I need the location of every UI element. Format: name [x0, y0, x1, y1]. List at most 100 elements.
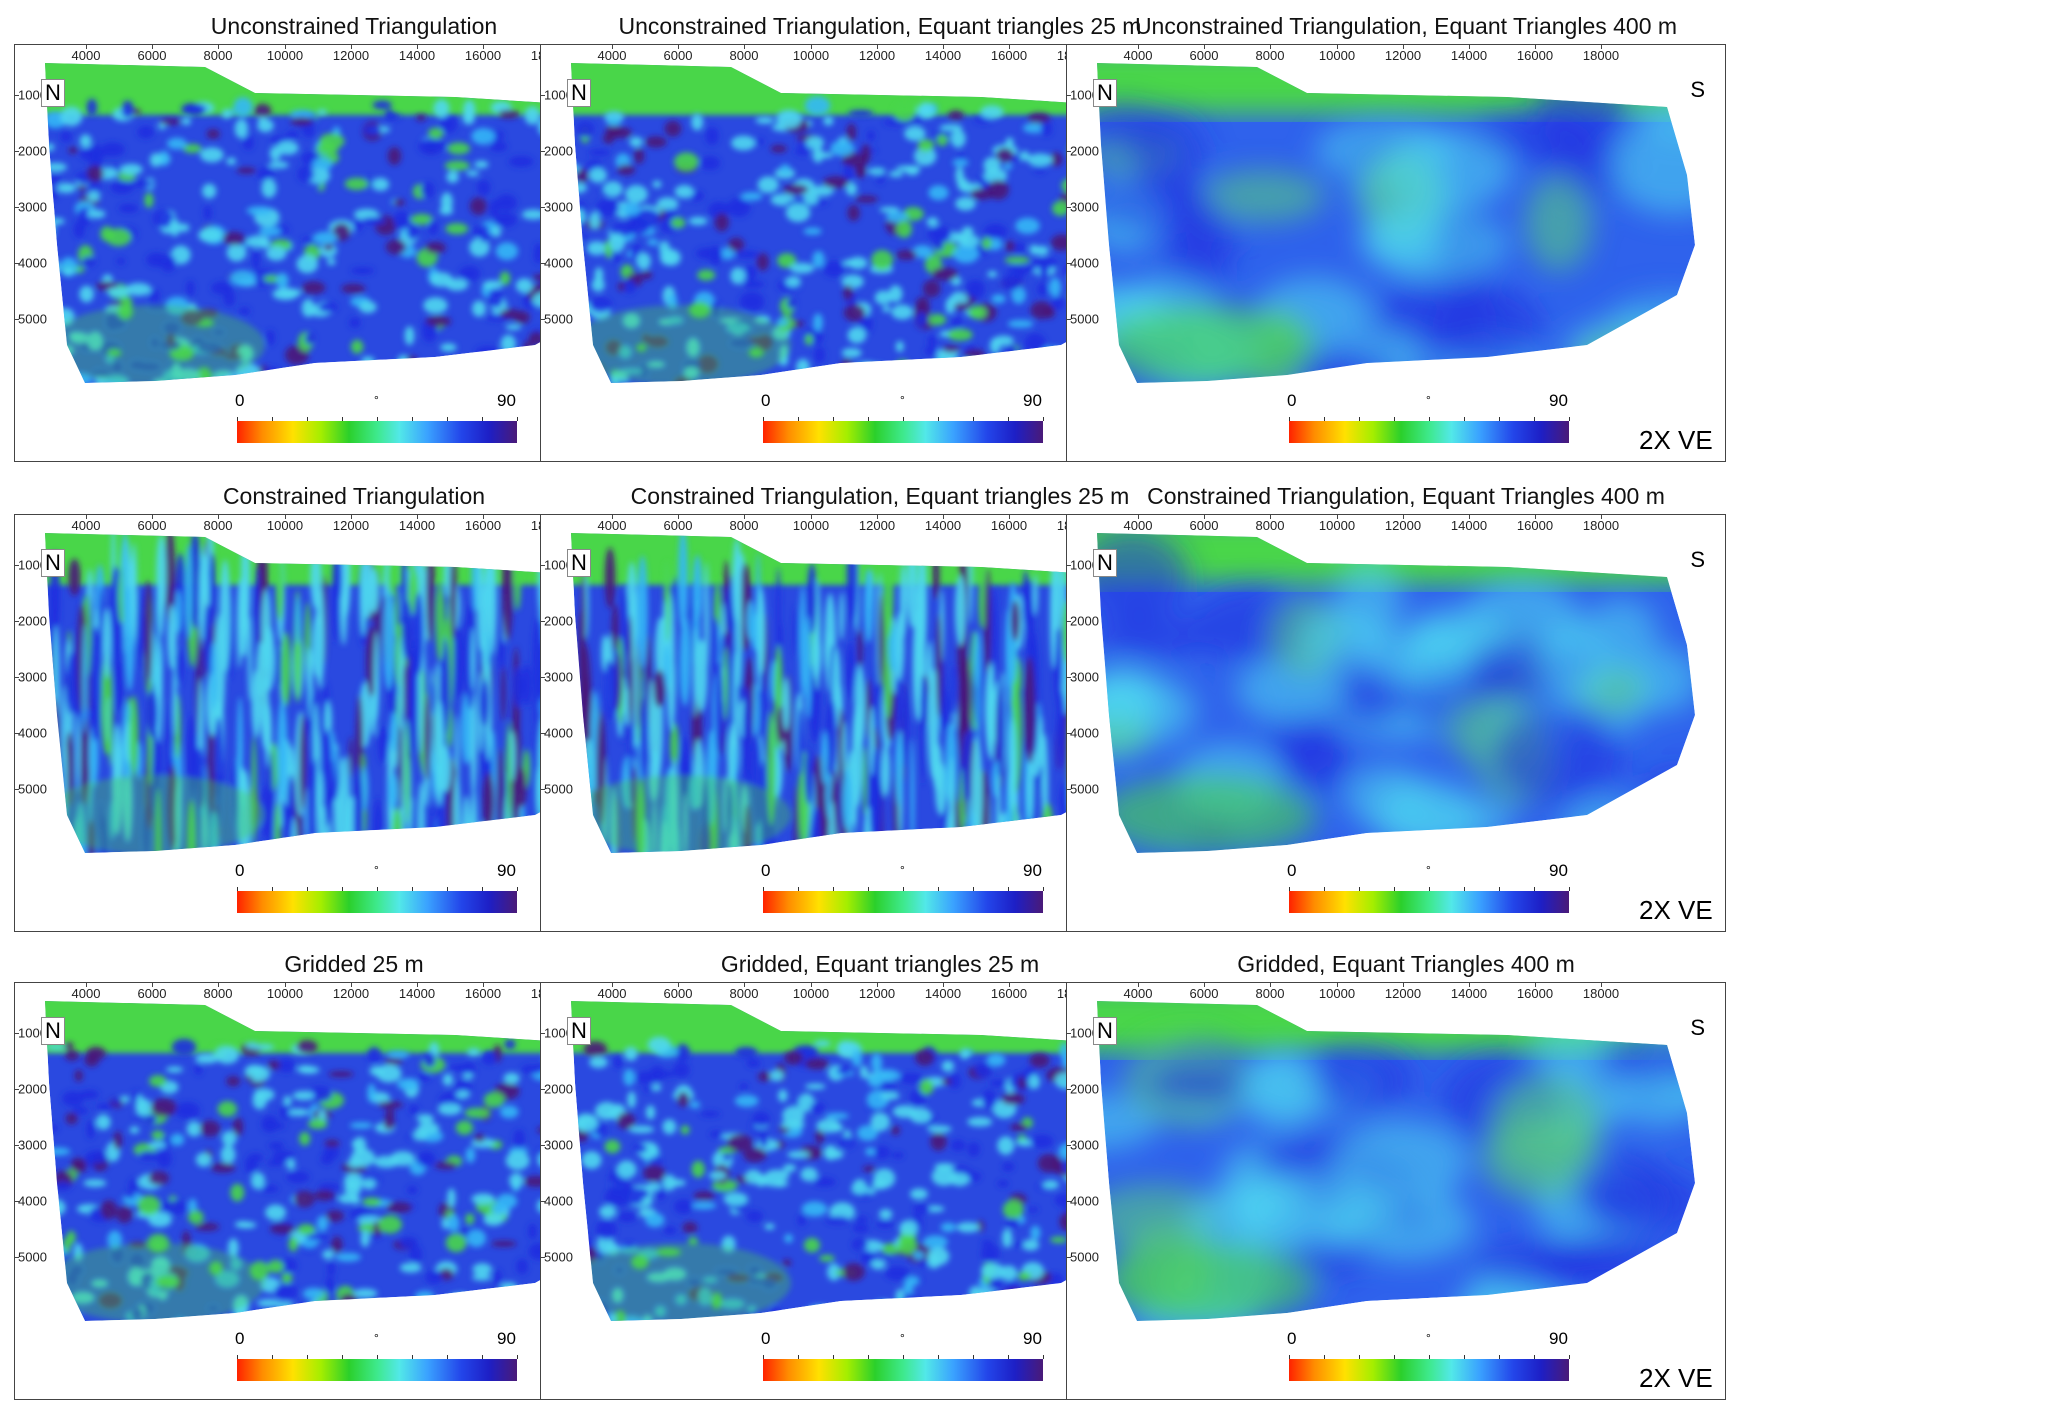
colorbar-tick	[1289, 417, 1290, 421]
dip-map	[1097, 1001, 1695, 1321]
panel-title: Unconstrained Triangulation, Equant tria…	[618, 13, 1142, 39]
x-tick-label: 4000	[1123, 48, 1153, 63]
colorbar-tick	[482, 417, 483, 421]
x-tick-label: 8000	[203, 986, 233, 1001]
y-tick-label: 5000	[18, 311, 47, 327]
x-tick-mark	[811, 45, 812, 49]
colorbar-tick	[482, 887, 483, 891]
x-tick-mark	[1601, 983, 1602, 987]
y-tick-mark	[1067, 1033, 1071, 1034]
x-tick-mark	[1469, 515, 1470, 519]
y-tick-mark	[1067, 733, 1071, 734]
colorbar-min: 0	[761, 391, 771, 410]
dip-map	[571, 1001, 1169, 1321]
x-tick-mark	[1138, 983, 1139, 987]
y-tick-label: 2000	[544, 1081, 573, 1097]
colorbar-tick	[237, 887, 238, 891]
colorbar-unit: °	[900, 393, 905, 407]
north-label: N	[41, 79, 65, 107]
y-tick-label: 2000	[1070, 1081, 1099, 1097]
colorbar-legend: 0 90 °	[761, 391, 1063, 459]
vertical-exaggeration-label: 2X VE	[1639, 425, 1713, 455]
colorbar-legend: 0 90 °	[235, 861, 537, 929]
x-tick-label: 12000	[332, 518, 370, 533]
x-tick-label: 14000	[924, 986, 962, 1001]
y-tick-mark	[1067, 319, 1071, 320]
colorbar-tick	[307, 1355, 308, 1359]
x-tick-label: 18000	[1582, 518, 1620, 533]
colorbar-tick	[1464, 1355, 1465, 1359]
colorbar-tick	[868, 417, 869, 421]
x-tick-mark	[811, 515, 812, 519]
north-label: N	[567, 549, 591, 577]
colorbar-legend: 0 90 °	[235, 391, 537, 459]
colorbar-tick	[1043, 887, 1044, 891]
x-tick-mark	[218, 515, 219, 519]
colorbar-unit: °	[900, 863, 905, 877]
x-tick-label: 18000	[1582, 48, 1620, 63]
north-label: N	[41, 549, 65, 577]
y-tick-mark	[1067, 1145, 1071, 1146]
colorbar-tick	[938, 417, 939, 421]
colorbar-tick	[447, 1355, 448, 1359]
colorbar-tick	[447, 417, 448, 421]
y-tick-label: 1000	[544, 1025, 573, 1041]
colorbar-tick	[272, 417, 273, 421]
colorbar-unit: °	[1426, 1331, 1431, 1345]
y-tick-label: 3000	[544, 669, 573, 685]
x-tick-mark	[1403, 45, 1404, 49]
x-tick-label: 16000	[464, 518, 502, 533]
colorbar-tick	[237, 1355, 238, 1359]
x-tick-mark	[1204, 515, 1205, 519]
y-tick-label: 2000	[1070, 143, 1099, 159]
y-tick-mark	[1067, 151, 1071, 152]
colorbar-ticks	[237, 1351, 518, 1359]
y-tick-label: 1000	[1070, 557, 1099, 573]
north-label: N	[1093, 1017, 1117, 1045]
y-tick-label: 2000	[18, 1081, 47, 1097]
colorbar-tick	[1359, 417, 1360, 421]
x-tick-label: 6000	[663, 986, 693, 1001]
north-label: N	[1093, 79, 1117, 107]
x-tick-mark	[1469, 983, 1470, 987]
y-tick-label: 5000	[1070, 311, 1099, 327]
x-tick-label: 8000	[1255, 48, 1285, 63]
colorbar-tick	[1043, 417, 1044, 421]
y-tick-mark	[541, 1089, 545, 1090]
x-tick-label: 14000	[924, 48, 962, 63]
colorbar-tick	[833, 887, 834, 891]
x-tick-mark	[612, 515, 613, 519]
colorbar-tick	[973, 1355, 974, 1359]
y-tick-mark	[15, 1089, 19, 1090]
y-tick-mark	[15, 1257, 19, 1258]
colorbar-tick	[1464, 417, 1465, 421]
x-tick-mark	[744, 515, 745, 519]
x-tick-mark	[1270, 45, 1271, 49]
y-tick-mark	[541, 263, 545, 264]
x-tick-label: 4000	[1123, 986, 1153, 1001]
colorbar-tick	[798, 887, 799, 891]
colorbar-min: 0	[761, 861, 771, 880]
x-tick-mark	[351, 45, 352, 49]
colorbar-ticks	[763, 883, 1044, 891]
vertical-exaggeration-label: 2X VE	[1639, 1363, 1713, 1393]
y-tick-label: 2000	[544, 613, 573, 629]
x-tick-label: 4000	[597, 48, 627, 63]
colorbar-max: 90	[1023, 861, 1042, 880]
x-tick-label: 12000	[332, 986, 370, 1001]
x-tick-mark	[877, 45, 878, 49]
y-tick-label: 4000	[18, 255, 47, 271]
x-tick-mark	[1204, 983, 1205, 987]
y-tick-label: 3000	[544, 199, 573, 215]
y-tick-label: 1000	[18, 557, 47, 573]
colorbar-ticks	[763, 1351, 1044, 1359]
north-label: N	[567, 1017, 591, 1045]
y-tick-label: 1000	[544, 87, 573, 103]
x-tick-label: 12000	[1384, 518, 1422, 533]
colorbar-tick	[1464, 887, 1465, 891]
x-tick-mark	[1337, 983, 1338, 987]
y-tick-mark	[15, 207, 19, 208]
colorbar-tick	[412, 887, 413, 891]
colorbar-ticks	[1289, 413, 1570, 421]
